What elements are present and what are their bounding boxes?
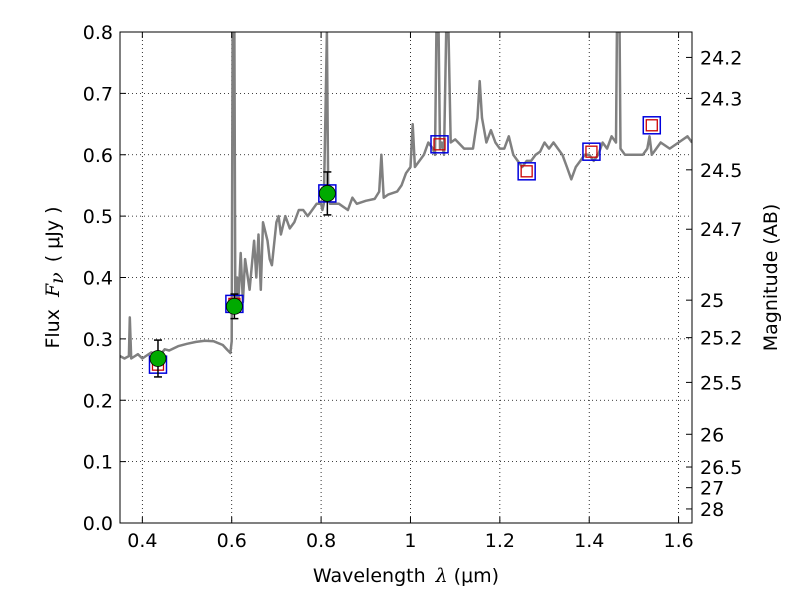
magnitude-tick-label: 25.5	[700, 372, 742, 394]
magnitude-tick-label: 27	[700, 478, 724, 500]
x-tick-label: 0.4	[127, 530, 157, 552]
magnitude-tick-label: 24.7	[700, 219, 742, 241]
magnitude-tick-label: 28	[700, 499, 724, 521]
x-axis-label-prefix: Wavelength	[313, 565, 426, 587]
y-axis-label: Flux Fν ( μJy )	[42, 206, 68, 348]
y-axis-label-prefix: Flux	[42, 309, 64, 349]
plot-series	[120, 32, 692, 378]
x-tick-label: 1.4	[574, 530, 604, 552]
x-axis-label-unit: (μm)	[454, 565, 499, 587]
model-photometry-square	[517, 162, 536, 181]
y-tick-label: 0.0	[83, 513, 113, 535]
magnitude-tick-label: 24.3	[700, 88, 742, 110]
model-photometry-square	[642, 116, 662, 135]
observed-point	[318, 185, 336, 202]
x-axis-label-symbol: λ	[435, 565, 448, 587]
x-tick-label: 1	[404, 530, 416, 552]
model-photometry-inner-square	[520, 165, 533, 178]
y-tick-label: 0.2	[83, 390, 113, 412]
x-tick-label: 0.8	[306, 530, 336, 552]
y-axis-label-subscript: ν	[46, 272, 68, 284]
y-tick-label: 0.1	[83, 452, 113, 474]
y-tick-label: 0.4	[83, 268, 113, 290]
magnitude-tick-label: 26.5	[700, 457, 742, 479]
x-axis-label: Wavelength λ (μm)	[313, 565, 499, 587]
y-tick-label: 0.5	[83, 206, 113, 228]
y-tick-label: 0.7	[83, 83, 113, 105]
model-photometry-inner-square	[433, 138, 446, 151]
magnitude-axis-label: Magnitude (AB)	[760, 204, 782, 352]
model-photometry-inner-square	[585, 145, 598, 158]
model-photometry-square	[430, 135, 449, 154]
magnitude-tick-label: 25.2	[700, 328, 742, 350]
axes: 0.4 0.6 0.8 1 1.2 1.4 1.6 0.0 0.1 0.2 0.3 0.4 0.5 0.6…	[83, 22, 743, 552]
plot-frame	[119, 31, 693, 524]
magnitude-tick-label: 24.5	[700, 160, 742, 182]
grid-lines	[120, 31, 692, 524]
y-tick-label: 0.8	[83, 22, 113, 44]
y-tick-label: 0.6	[83, 145, 113, 167]
observed-point	[225, 297, 243, 315]
y-tick-label: 0.3	[83, 329, 113, 351]
x-tick-label: 1.2	[485, 530, 515, 552]
model-spectrum-line	[120, 32, 692, 360]
y-axis-label-symbol: F	[42, 283, 64, 298]
observed-point	[149, 350, 167, 367]
y-axis-label-unit: ( μJy )	[42, 206, 64, 262]
magnitude-tick-label: 26	[700, 424, 724, 446]
model-photometry-square	[582, 142, 601, 161]
magnitude-tick-label: 25	[700, 290, 724, 312]
magnitude-tick-label: 24.2	[700, 47, 742, 69]
x-tick-label: 1.6	[663, 530, 693, 552]
model-photometry-inner-square	[645, 119, 658, 132]
x-tick-label: 0.6	[217, 530, 247, 552]
